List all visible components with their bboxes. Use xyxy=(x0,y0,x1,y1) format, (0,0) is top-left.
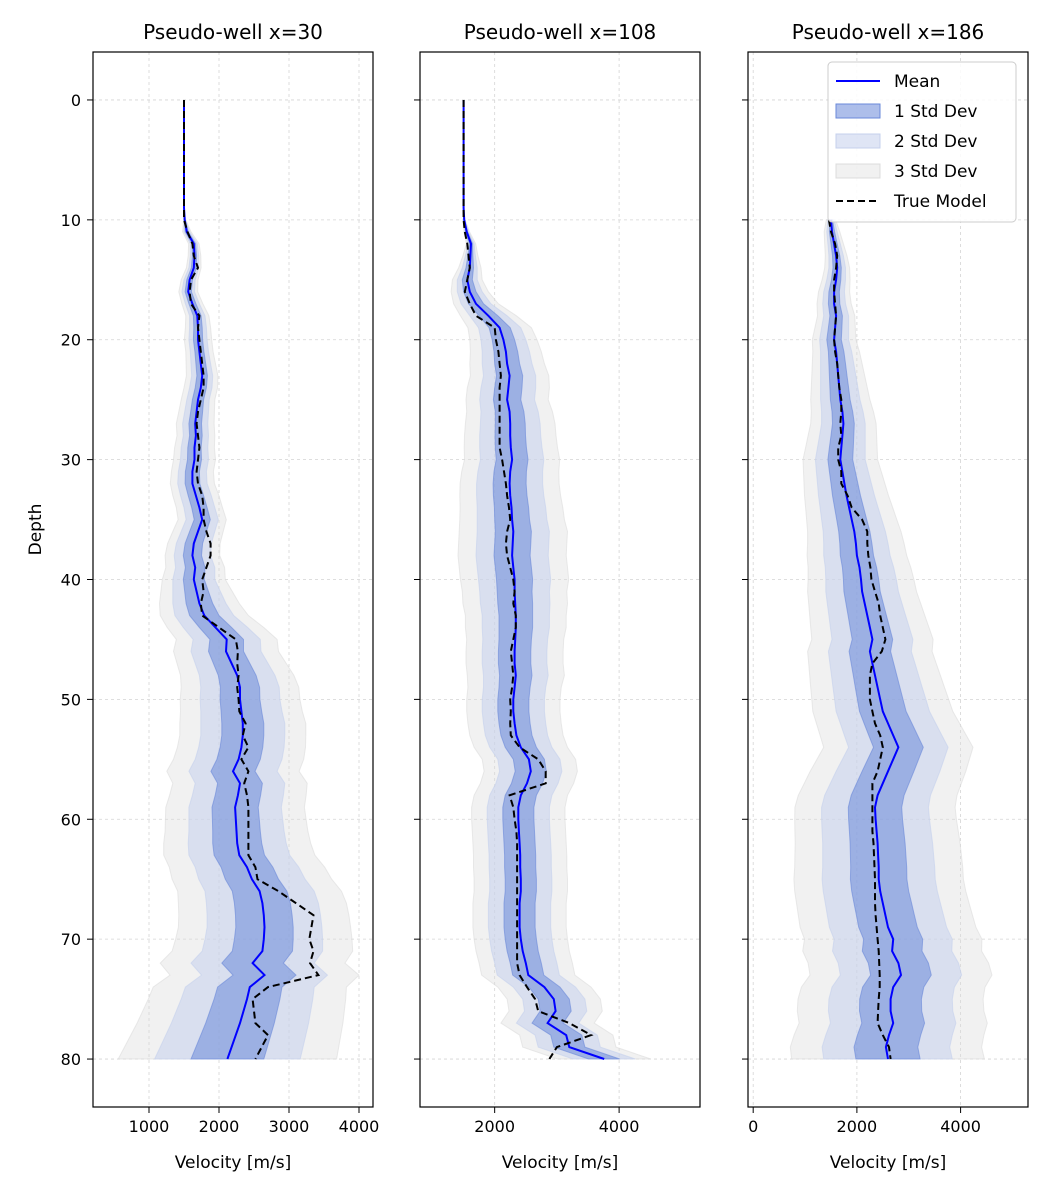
x-tick-label: 4000 xyxy=(940,1117,981,1136)
x-tick-label: 4000 xyxy=(339,1117,380,1136)
x-axis-label: Velocity [m/s] xyxy=(830,1153,947,1173)
x-axis-label: Velocity [m/s] xyxy=(502,1153,619,1173)
x-tick-label: 2000 xyxy=(837,1117,878,1136)
legend-swatch xyxy=(835,163,881,179)
x-tick-label: 2000 xyxy=(199,1117,240,1136)
panel-1: 1000 2000 3000 4000 0 10 20 30 40 50 60 70 80 Pseudo-… xyxy=(26,20,379,1173)
legend-2-std-dev: 2 Std Dev xyxy=(835,132,977,152)
legend-true-model: True Model xyxy=(836,192,987,212)
legend-label: Mean xyxy=(894,72,940,92)
panel-title: Pseudo-well x=30 xyxy=(143,20,323,44)
mean-line xyxy=(462,100,605,1060)
y-tick-label: 60 xyxy=(61,810,81,829)
x-tick-label: 3000 xyxy=(269,1117,310,1136)
panel-title: Pseudo-well x=108 xyxy=(464,20,657,44)
true-model-line xyxy=(462,100,594,1060)
legend-mean: Mean xyxy=(836,72,940,92)
y-tick-label: 10 xyxy=(61,211,81,230)
true-model-line xyxy=(827,219,892,1060)
mean-line xyxy=(830,219,903,1060)
y-axis-label: Depth xyxy=(26,504,46,556)
legend-label: 2 Std Dev xyxy=(894,132,977,152)
legend-swatch xyxy=(835,103,881,119)
legend-3-std-dev: 3 Std Dev xyxy=(835,162,977,182)
x-tick-label: 1000 xyxy=(129,1117,170,1136)
legend-swatch xyxy=(835,133,881,149)
y-tick-label: 50 xyxy=(61,690,81,709)
legend: Mean 1 Std Dev 2 Std Dev 3 Std Dev True Mode… xyxy=(827,61,1017,223)
y-tick-label: 0 xyxy=(71,91,81,110)
x-tick-label: 2000 xyxy=(474,1117,515,1136)
y-tick-label: 40 xyxy=(61,571,81,590)
y-tick-label: 30 xyxy=(61,451,81,470)
legend-label: True Model xyxy=(893,192,987,212)
x-tick-label: 0 xyxy=(748,1117,758,1136)
y-tick-label: 80 xyxy=(61,1050,81,1069)
legend-label: 3 Std Dev xyxy=(894,162,977,182)
band-1-std-dev xyxy=(826,219,932,1060)
x-axis-label: Velocity [m/s] xyxy=(175,1153,292,1173)
panel-title: Pseudo-well x=186 xyxy=(792,20,985,44)
mean-line xyxy=(183,100,266,1060)
legend-box xyxy=(827,61,1017,223)
x-tick-label: 4000 xyxy=(599,1117,640,1136)
y-tick-label: 70 xyxy=(61,930,81,949)
legend-label: 1 Std Dev xyxy=(894,102,977,122)
panel-2: 2000 4000 Pseudo-well x=108 Velocity [m/s] xyxy=(414,20,701,1173)
legend-1-std-dev: 1 Std Dev xyxy=(835,102,977,122)
panel-3: 0 2000 4000 Pseudo-well x=186 Velocity [m/s]… xyxy=(742,20,1029,1173)
y-tick-label: 20 xyxy=(61,331,81,350)
